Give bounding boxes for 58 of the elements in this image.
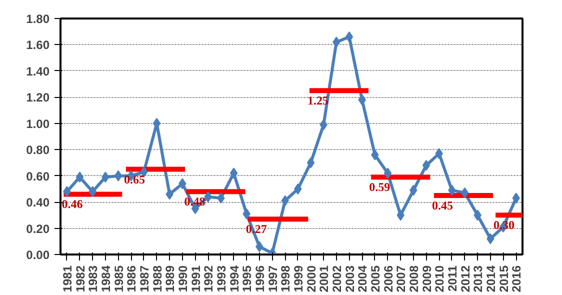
x-tick-label: 1986 bbox=[124, 265, 139, 292]
x-tick-label: 2004 bbox=[356, 265, 370, 292]
annotation: 0.46 bbox=[62, 197, 83, 212]
y-tick-label: 1.00 bbox=[26, 116, 50, 131]
x-tick-label: 1999 bbox=[291, 265, 306, 292]
x-tick-label: 1984 bbox=[98, 265, 113, 292]
x-tick-label: 1985 bbox=[112, 265, 126, 292]
annotation: 0.59 bbox=[369, 180, 390, 194]
x-tick-label: 1995 bbox=[240, 265, 254, 292]
point bbox=[230, 168, 238, 179]
y-tick-label: 1.20 bbox=[26, 90, 50, 105]
x-tick-label: 2008 bbox=[406, 265, 421, 292]
x-tick-label: 1992 bbox=[202, 265, 216, 292]
point bbox=[345, 31, 354, 42]
x-tick-label: 1989 bbox=[163, 265, 178, 292]
annotation: 0.45 bbox=[432, 198, 453, 212]
x-tick-label: 1990 bbox=[176, 265, 190, 292]
x-tick-label: 1991 bbox=[188, 265, 203, 292]
x-tick-label: 1996 bbox=[252, 265, 267, 292]
x-tick-label: 2001 bbox=[317, 265, 332, 292]
point bbox=[384, 168, 392, 179]
x-tick-label: 2014 bbox=[484, 265, 498, 292]
y-tick-label: 0.80 bbox=[26, 143, 50, 158]
y-tick-label: 1.40 bbox=[26, 64, 50, 78]
x-tick-label: 1997 bbox=[266, 265, 280, 292]
point bbox=[422, 160, 430, 171]
x-tick-label: 2005 bbox=[368, 265, 382, 292]
x-tick-label: 2015 bbox=[496, 265, 511, 292]
x-tick-label: 2000 bbox=[304, 265, 318, 292]
x-tick-label: 2009 bbox=[420, 265, 434, 292]
y-tick-label: 1.80 bbox=[26, 12, 50, 26]
x-tick-label: 1982 bbox=[73, 265, 88, 292]
x-tick-label: 2010 bbox=[432, 265, 447, 292]
x-tick-label: 1993 bbox=[214, 265, 228, 292]
point bbox=[114, 170, 122, 182]
x-tick-label: 1998 bbox=[278, 265, 293, 292]
point bbox=[306, 157, 315, 168]
x-tick-label: 2002 bbox=[330, 265, 344, 292]
y-tick-label: 0.60 bbox=[26, 169, 50, 184]
y-tick-label: 0.00 bbox=[26, 248, 50, 262]
x-tick-label: 2013 bbox=[471, 265, 486, 292]
point bbox=[460, 187, 469, 198]
x-tick-label: 2003 bbox=[342, 265, 357, 292]
x-tick-label: 1981 bbox=[60, 265, 74, 292]
x-tick-label: 2016 bbox=[510, 265, 524, 292]
x-tick-label: 1994 bbox=[227, 265, 242, 292]
x-tick-label: 2011 bbox=[445, 265, 460, 292]
annotation: 0.65 bbox=[124, 172, 145, 186]
x-tick-label: 1983 bbox=[86, 265, 100, 292]
x-tick-label: 1987 bbox=[137, 265, 152, 292]
y-tick-label: 0.40 bbox=[26, 196, 50, 210]
point bbox=[76, 172, 84, 183]
y-tick-label: 0.20 bbox=[26, 222, 50, 236]
x-tick-label: 1988 bbox=[150, 265, 164, 292]
x-tick-label: 2012 bbox=[458, 265, 472, 292]
x-tick-label: 2006 bbox=[381, 265, 396, 292]
x-tick-label: 2007 bbox=[394, 265, 408, 292]
y-tick-label: 1.60 bbox=[26, 38, 50, 52]
